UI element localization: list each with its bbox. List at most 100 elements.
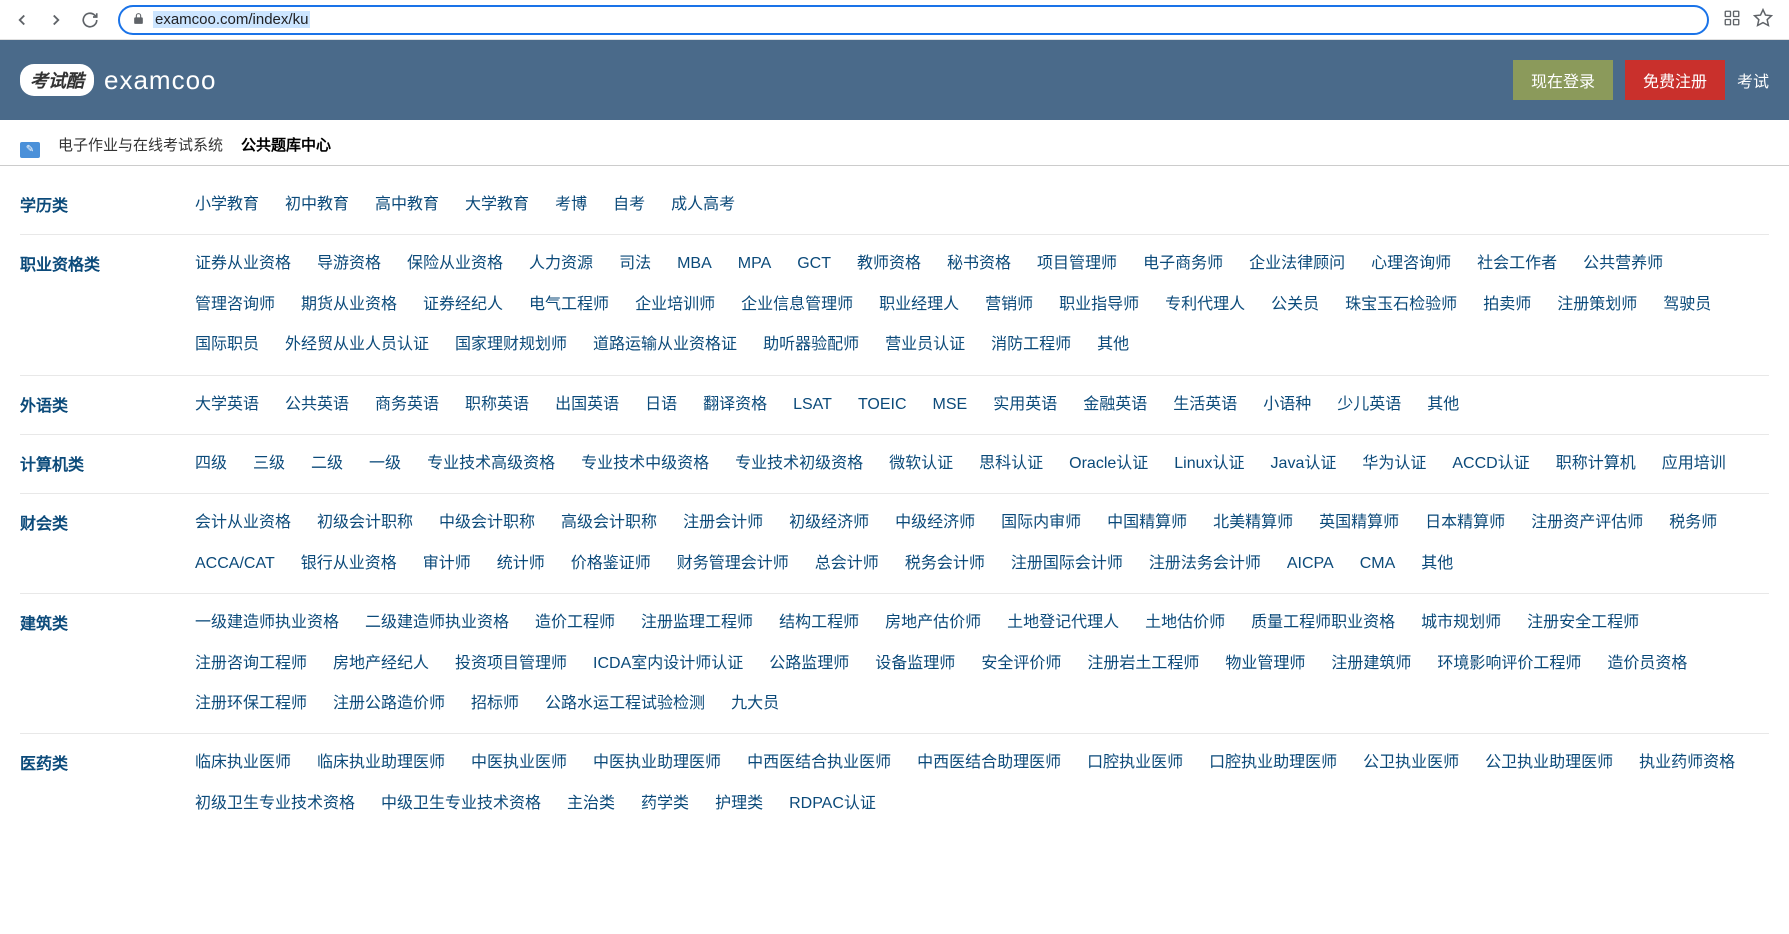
category-link[interactable]: LSAT [793, 390, 832, 420]
extension-icon[interactable] [1723, 9, 1741, 30]
category-link[interactable]: 国际内审师 [1001, 508, 1081, 538]
category-link[interactable]: 注册会计师 [683, 508, 763, 538]
category-link[interactable]: 安全评价师 [981, 649, 1061, 679]
category-link[interactable]: 珠宝玉石检验师 [1345, 290, 1457, 320]
category-link[interactable]: 助听器验配师 [763, 330, 859, 360]
forward-button[interactable] [42, 6, 70, 34]
category-link[interactable]: 专业技术初级资格 [735, 449, 863, 479]
category-link[interactable]: 临床执业医师 [195, 748, 291, 778]
category-link[interactable]: 大学英语 [195, 390, 259, 420]
category-link[interactable]: 项目管理师 [1037, 249, 1117, 279]
category-link[interactable]: 外经贸从业人员认证 [285, 330, 429, 360]
category-link[interactable]: 初级会计职称 [317, 508, 413, 538]
category-link[interactable]: 电子商务师 [1143, 249, 1223, 279]
category-link[interactable]: 中西医结合执业医师 [747, 748, 891, 778]
category-link[interactable]: 考博 [555, 190, 587, 220]
category-link[interactable]: 税务会计师 [905, 549, 985, 579]
category-link[interactable]: 初级卫生专业技术资格 [195, 789, 355, 819]
category-link[interactable]: 专业技术高级资格 [427, 449, 555, 479]
category-link[interactable]: RDPAC认证 [789, 789, 876, 819]
category-link[interactable]: 注册建筑师 [1331, 649, 1411, 679]
category-link[interactable]: 驾驶员 [1663, 290, 1711, 320]
category-link[interactable]: 职称计算机 [1556, 449, 1636, 479]
category-link[interactable]: 社会工作者 [1477, 249, 1557, 279]
category-link[interactable]: 中级卫生专业技术资格 [381, 789, 541, 819]
category-link[interactable]: 物业管理师 [1225, 649, 1305, 679]
category-link[interactable]: 造价工程师 [535, 608, 615, 638]
category-link[interactable]: 初级经济师 [789, 508, 869, 538]
category-link[interactable]: 管理咨询师 [195, 290, 275, 320]
category-link[interactable]: 城市规划师 [1421, 608, 1501, 638]
category-link[interactable]: 价格鉴证师 [571, 549, 651, 579]
category-link[interactable]: 北美精算师 [1213, 508, 1293, 538]
header-nav-link[interactable]: 考试 [1737, 68, 1769, 92]
tab-question-bank[interactable]: 公共题库中心 [241, 134, 331, 165]
category-link[interactable]: 消防工程师 [991, 330, 1071, 360]
category-link[interactable]: Linux认证 [1174, 449, 1244, 479]
category-link[interactable]: 实用英语 [993, 390, 1057, 420]
category-link[interactable]: 注册环保工程师 [195, 689, 307, 719]
category-link[interactable]: 统计师 [497, 549, 545, 579]
category-link[interactable]: 结构工程师 [779, 608, 859, 638]
category-link[interactable]: 保险从业资格 [407, 249, 503, 279]
address-bar[interactable]: examcoo.com/index/ku [118, 5, 1709, 35]
category-link[interactable]: 成人高考 [671, 190, 735, 220]
category-link[interactable]: 思科认证 [979, 449, 1043, 479]
category-link[interactable]: 口腔执业助理医师 [1209, 748, 1337, 778]
category-link[interactable]: 一级 [369, 449, 401, 479]
category-link[interactable]: 造价员资格 [1607, 649, 1687, 679]
category-link[interactable]: 日本精算师 [1425, 508, 1505, 538]
category-link[interactable]: 道路运输从业资格证 [593, 330, 737, 360]
category-link[interactable]: ACCA/CAT [195, 549, 275, 579]
category-link[interactable]: 药学类 [641, 789, 689, 819]
category-link[interactable]: 注册公路造价师 [333, 689, 445, 719]
category-link[interactable]: 会计从业资格 [195, 508, 291, 538]
category-link[interactable]: 护理类 [715, 789, 763, 819]
category-link[interactable]: 投资项目管理师 [455, 649, 567, 679]
category-link[interactable]: 导游资格 [317, 249, 381, 279]
category-link[interactable]: AICPA [1287, 549, 1334, 579]
category-link[interactable]: 心理咨询师 [1371, 249, 1451, 279]
category-link[interactable]: 房地产经纪人 [333, 649, 429, 679]
category-link[interactable]: 公关员 [1271, 290, 1319, 320]
tab-system[interactable]: 电子作业与在线考试系统 [58, 134, 223, 165]
category-link[interactable]: 公卫执业医师 [1363, 748, 1459, 778]
category-link[interactable]: 注册咨询工程师 [195, 649, 307, 679]
category-link[interactable]: 专业技术中级资格 [581, 449, 709, 479]
category-link[interactable]: 企业信息管理师 [741, 290, 853, 320]
category-link[interactable]: 三级 [253, 449, 285, 479]
register-button[interactable]: 免费注册 [1625, 60, 1725, 100]
category-link[interactable]: 其他 [1097, 330, 1129, 360]
category-link[interactable]: 注册策划师 [1557, 290, 1637, 320]
category-link[interactable]: 金融英语 [1083, 390, 1147, 420]
category-link[interactable]: ACCD认证 [1452, 449, 1529, 479]
category-link[interactable]: 注册监理工程师 [641, 608, 753, 638]
category-link[interactable]: 生活英语 [1173, 390, 1237, 420]
category-link[interactable]: 少儿英语 [1337, 390, 1401, 420]
category-link[interactable]: 翻译资格 [703, 390, 767, 420]
category-link[interactable]: 英国精算师 [1319, 508, 1399, 538]
category-link[interactable]: 公共英语 [285, 390, 349, 420]
category-link[interactable]: 质量工程师职业资格 [1251, 608, 1395, 638]
category-link[interactable]: 高中教育 [375, 190, 439, 220]
category-link[interactable]: 专利代理人 [1165, 290, 1245, 320]
category-link[interactable]: 司法 [619, 249, 651, 279]
category-link[interactable]: Java认证 [1271, 449, 1337, 479]
category-link[interactable]: 中医执业医师 [471, 748, 567, 778]
category-link[interactable]: 执业药师资格 [1639, 748, 1735, 778]
category-link[interactable]: 口腔执业医师 [1087, 748, 1183, 778]
category-link[interactable]: 拍卖师 [1483, 290, 1531, 320]
category-link[interactable]: 总会计师 [815, 549, 879, 579]
category-link[interactable]: 国家理财规划师 [455, 330, 567, 360]
category-link[interactable]: 大学教育 [465, 190, 529, 220]
category-link[interactable]: 一级建造师执业资格 [195, 608, 339, 638]
category-link[interactable]: 日语 [645, 390, 677, 420]
category-link[interactable]: 出国英语 [555, 390, 619, 420]
category-link[interactable]: 职业指导师 [1059, 290, 1139, 320]
category-link[interactable]: 土地登记代理人 [1007, 608, 1119, 638]
category-link[interactable]: 环境影响评价工程师 [1437, 649, 1581, 679]
category-link[interactable]: 微软认证 [889, 449, 953, 479]
category-link[interactable]: 企业法律顾问 [1249, 249, 1345, 279]
category-link[interactable]: 财务管理会计师 [677, 549, 789, 579]
category-link[interactable]: 注册资产评估师 [1531, 508, 1643, 538]
